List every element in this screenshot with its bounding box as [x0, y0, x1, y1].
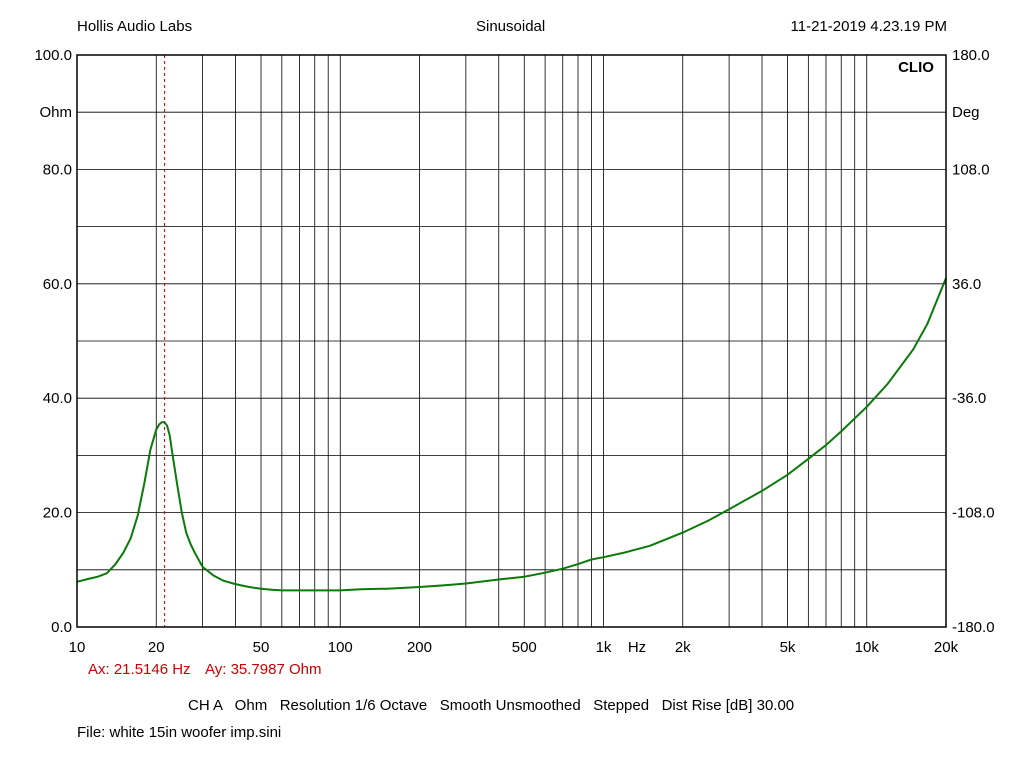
settings-line: CH A Ohm Resolution 1/6 Octave Smooth Un…: [188, 697, 795, 714]
impedance-curve: [76, 277, 947, 592]
x-tick-label: 1k: [596, 639, 612, 656]
clio-badge-bg: [894, 56, 940, 76]
y-tick-label: 20.0: [43, 505, 72, 522]
y-tick-label: 0.0: [51, 619, 72, 636]
y2-tick-label: 108.0: [952, 161, 990, 178]
plot-frame: [76, 54, 947, 628]
y-tick-label: 100.0: [34, 47, 72, 64]
company-name: Hollis Audio Labs: [77, 18, 193, 35]
x-axis-unit-label: Hz: [628, 639, 646, 656]
y2-tick-label: -108.0: [952, 505, 995, 522]
x-tick-label: 100: [328, 639, 353, 656]
cursor-x-readout: Ax: 21.5146 Hz: [88, 661, 191, 678]
y-tick-label: 60.0: [43, 276, 72, 293]
x-tick-label: 10k: [855, 639, 880, 656]
grid: [77, 55, 946, 627]
y2-tick-label: 36.0: [952, 276, 981, 293]
x-tick-label: 20: [148, 639, 165, 656]
timestamp: 11-21-2019 4.23.19 PM: [790, 18, 948, 35]
x-tick-label: 50: [253, 639, 270, 656]
y2-tick-label: -36.0: [952, 390, 986, 407]
y-tick-label: 80.0: [43, 161, 72, 178]
measurement-mode: Sinusoidal: [476, 18, 546, 35]
x-tick-label: 2k: [675, 639, 691, 656]
tick-labels: 10 20 50 100 200 500 1k 2k 5k 10k 20k 0.0 20.0 40.0 60…: [34, 47, 994, 656]
clio-badge: CLIO: [898, 59, 934, 76]
y2-axis-label: Deg: [952, 104, 980, 121]
x-tick-label: 10: [69, 639, 86, 656]
y2-tick-label: 180.0: [952, 47, 990, 64]
x-tick-label: 20k: [934, 639, 959, 656]
x-tick-label: 200: [407, 639, 432, 656]
x-tick-label: 5k: [780, 639, 796, 656]
y2-tick-label: -180.0: [952, 619, 995, 636]
y-tick-label: 40.0: [43, 390, 72, 407]
cursor-y-readout: Ay: 35.7987 Ohm: [205, 661, 322, 678]
y-axis-label: Ohm: [39, 104, 72, 121]
file-name: File: white 15in woofer imp.sini: [77, 724, 282, 741]
x-tick-label: 500: [512, 639, 537, 656]
